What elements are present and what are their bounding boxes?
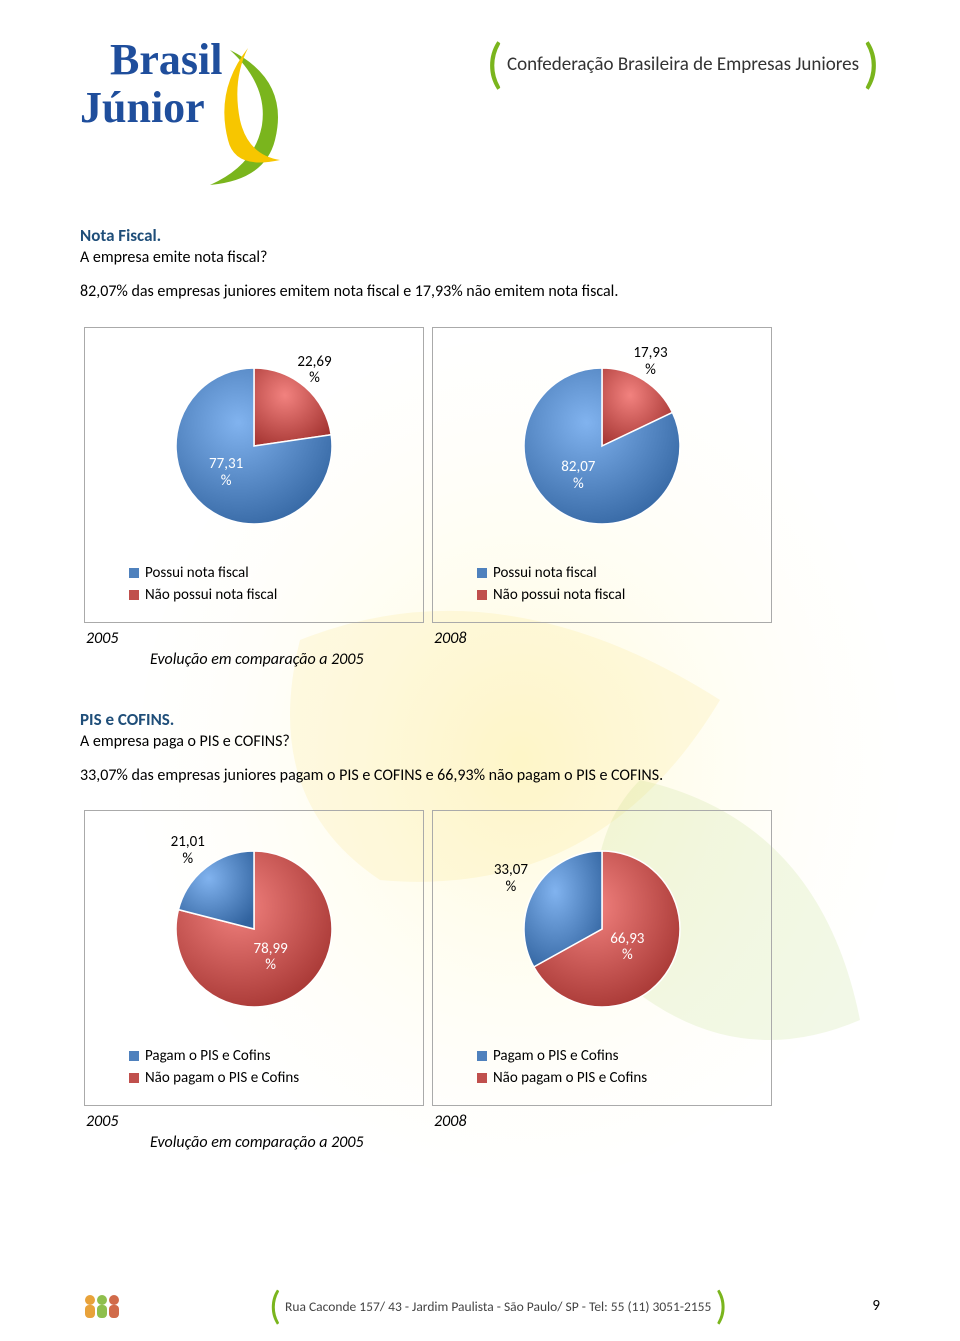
section2-pie-2005: 78,99 % 21,01 % <box>154 835 354 1015</box>
section1-legend-2008: Possui nota fiscal Não possui nota fiscal <box>443 560 625 608</box>
section2-legend-2008: Pagam o PIS e Cofins Não pagam o PIS e Co… <box>443 1043 647 1091</box>
section1-chart-2005-box: 22,69 % 77,31 % Possui nota fiscal Não pos… <box>84 327 424 623</box>
section2-year-2005: 2005 <box>84 1112 424 1131</box>
legend-item: Possui nota fiscal <box>477 564 625 582</box>
brasil-junior-logo: Brasil Júnior <box>80 30 320 195</box>
logo-text-junior: Júnior <box>80 83 205 132</box>
pie-slice-label: 21,01 % <box>171 834 205 867</box>
legend-label: Possui nota fiscal <box>145 564 249 582</box>
pie-slice-label: 22,69 % <box>297 354 331 387</box>
legend-label: Pagam o PIS e Cofins <box>493 1047 619 1065</box>
legend-label: Pagam o PIS e Cofins <box>145 1047 271 1065</box>
legend-label: Não possui nota fiscal <box>493 586 625 604</box>
section2-question: A empresa paga o PIS e COFINS? <box>80 732 880 751</box>
legend-item: Não pagam o PIS e Cofins <box>477 1069 647 1087</box>
legend-swatch <box>477 1073 487 1083</box>
section2-description: 33,07% das empresas juniores pagam o PIS… <box>80 765 880 787</box>
bracket-right-icon: ) <box>863 50 880 78</box>
legend-swatch <box>129 1051 139 1061</box>
legend-swatch <box>129 568 139 578</box>
section1-question: A empresa emite nota fiscal? <box>80 248 880 267</box>
section1-pie-2005: 22,69 % 77,31 % <box>154 352 354 532</box>
page-footer: ( Rua Caconde 157/ 43 - Jardim Paulista … <box>0 1292 960 1320</box>
pie-slice-label: 78,99 % <box>254 941 288 974</box>
section2-year-row: 2005 2008 <box>80 1112 880 1131</box>
section1-chart-2008-box: 17,93 %82,07 % Possui nota fiscalNão pos… <box>432 327 772 623</box>
footer-address-box: ( Rua Caconde 157/ 43 - Jardim Paulista … <box>269 1296 728 1316</box>
legend-swatch <box>477 590 487 600</box>
section1-legend-2005: Possui nota fiscal Não possui nota fiscal <box>95 560 277 608</box>
legend-item: Possui nota fiscal <box>129 564 277 582</box>
confederation-text: Confederação Brasileira de Empresas Juni… <box>507 53 859 76</box>
legend-item: Não possui nota fiscal <box>129 586 277 604</box>
section2-year-2008: 2008 <box>432 1112 772 1131</box>
pie-slice-label: 66,93 % <box>610 931 644 964</box>
page-number: 9 <box>872 1297 880 1315</box>
section2-title: PIS e COFINS. <box>80 709 880 730</box>
section2-legend-2005: Pagam o PIS e Cofins Não pagam o PIS e Co… <box>95 1043 299 1091</box>
section2-chart-2008-box: 66,93 %33,07 % Pagam o PIS e CofinsNão p… <box>432 810 772 1106</box>
section1-year-row: 2005 2008 <box>80 629 880 648</box>
section1-chart-row: 22,69 % 77,31 % Possui nota fiscal Não pos… <box>80 327 880 623</box>
section1-description: 82,07% das empresas juniores emitem nota… <box>80 281 880 303</box>
logo-text-brasil: Brasil <box>110 35 222 84</box>
section1-pie-2008: 17,93 %82,07 % <box>502 352 702 532</box>
legend-label: Não possui nota fiscal <box>145 586 277 604</box>
legend-swatch <box>129 590 139 600</box>
legend-label: Possui nota fiscal <box>493 564 597 582</box>
legend-item: Não possui nota fiscal <box>477 586 625 604</box>
legend-item: Não pagam o PIS e Cofins <box>129 1069 299 1087</box>
legend-swatch <box>477 568 487 578</box>
people-icon <box>80 1292 124 1320</box>
legend-swatch <box>129 1073 139 1083</box>
pie-slice-label: 33,07 % <box>494 862 528 895</box>
legend-item: Pagam o PIS e Cofins <box>477 1047 647 1065</box>
section1-year-2008: 2008 <box>432 629 772 648</box>
footer-address: Rua Caconde 157/ 43 - Jardim Paulista - … <box>285 1298 711 1315</box>
section1-title: Nota Fiscal. <box>80 225 880 246</box>
section2-pie-2008: 66,93 %33,07 % <box>502 835 702 1015</box>
legend-label: Não pagam o PIS e Cofins <box>145 1069 299 1087</box>
page-header: Brasil Júnior ( Confederação Brasileira … <box>80 30 880 195</box>
footer-bracket-right-icon: ) <box>715 1296 727 1316</box>
pie-slice-label: 82,07 % <box>561 459 595 492</box>
section2-evolution-label: Evolução em comparação a 2005 <box>80 1133 880 1152</box>
section1-year-2005: 2005 <box>84 629 424 648</box>
pie-slice-label: 17,93 % <box>633 345 667 378</box>
section2-chart-2005-box: 78,99 % 21,01 % Pagam o PIS e Cofins Não p… <box>84 810 424 1106</box>
legend-swatch <box>477 1051 487 1061</box>
pie-slice-label: 77,31 % <box>209 456 243 489</box>
footer-bracket-left-icon: ( <box>269 1296 281 1316</box>
bracket-left-icon: ( <box>486 50 503 78</box>
section1-evolution-label: Evolução em comparação a 2005 <box>80 650 880 669</box>
confederation-label: ( Confederação Brasileira de Empresas Ju… <box>486 50 880 78</box>
legend-label: Não pagam o PIS e Cofins <box>493 1069 647 1087</box>
section2-chart-row: 78,99 % 21,01 % Pagam o PIS e Cofins Não p… <box>80 810 880 1106</box>
legend-item: Pagam o PIS e Cofins <box>129 1047 299 1065</box>
